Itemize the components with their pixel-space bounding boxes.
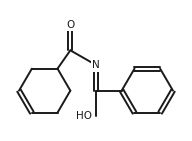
Text: O: O — [66, 20, 74, 30]
Text: N: N — [92, 60, 100, 70]
Text: HO: HO — [76, 111, 92, 121]
